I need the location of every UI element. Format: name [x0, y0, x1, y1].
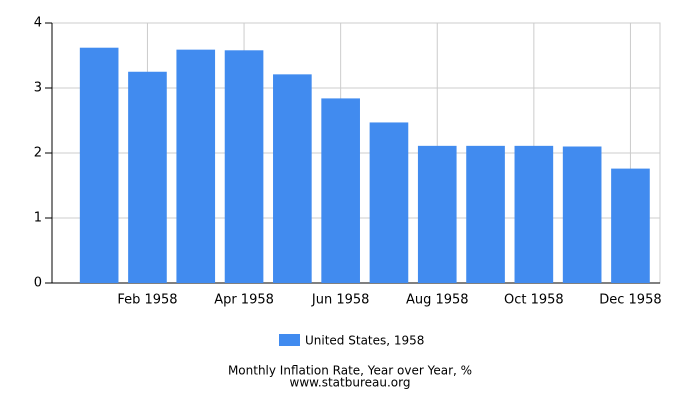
x-tick-label: Oct 1958	[504, 293, 564, 308]
x-tick-label: Dec 1958	[599, 293, 661, 308]
y-tick-label: 2	[34, 146, 42, 161]
bar	[514, 145, 554, 283]
bar	[466, 145, 505, 283]
chart-title: Monthly Inflation Rate, Year over Year, …	[228, 364, 472, 378]
y-tick-label: 0	[34, 276, 42, 291]
x-tick-label: Jun 1958	[311, 293, 370, 308]
bar	[369, 122, 409, 283]
bar	[224, 50, 264, 283]
bar	[562, 146, 602, 283]
bar	[128, 71, 167, 283]
y-tick-label: 1	[34, 211, 42, 226]
y-tick-label: 3	[34, 81, 42, 96]
x-tick-label: Feb 1958	[117, 293, 177, 308]
y-tick-label: 4	[34, 16, 42, 31]
bar	[417, 145, 457, 283]
bar	[79, 47, 119, 284]
bar	[611, 168, 650, 283]
legend-label: United States, 1958	[305, 334, 424, 348]
source: www.statbureau.org	[290, 376, 411, 390]
bar	[273, 74, 312, 283]
legend-swatch	[279, 334, 300, 346]
bar	[176, 49, 216, 284]
x-tick-label: Apr 1958	[214, 293, 274, 308]
bar	[321, 98, 360, 284]
x-tick-label: Aug 1958	[406, 293, 469, 308]
